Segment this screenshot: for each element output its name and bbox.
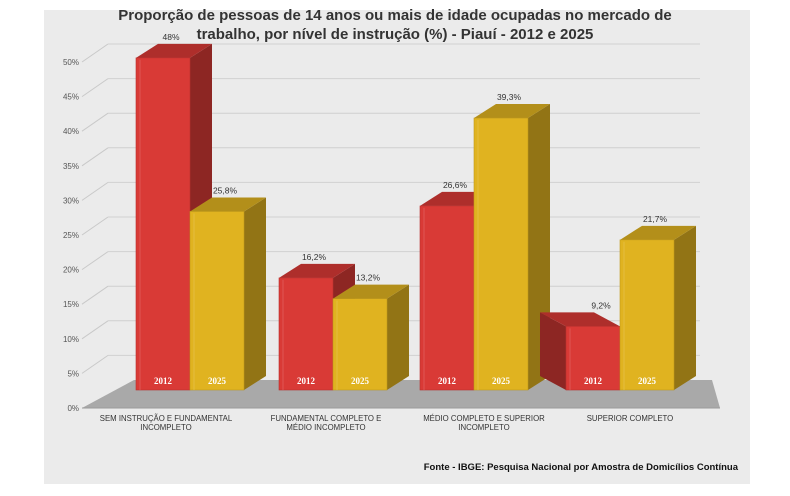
y-tick-label: 45% <box>63 93 79 102</box>
bar-side <box>674 225 696 390</box>
gridline-diag <box>81 285 109 305</box>
series-label: 2025 <box>351 376 370 386</box>
source-note: Fonte - IBGE: Pesquisa Nacional por Amos… <box>423 462 738 473</box>
y-tick-label: 30% <box>63 196 79 205</box>
series-label: 2025 <box>492 376 511 386</box>
bar-side <box>540 312 566 390</box>
chart-title-line-2: trabalho, por nível de instrução (%) - P… <box>196 26 594 43</box>
bar-side <box>387 284 409 390</box>
y-tick-label: 50% <box>63 58 79 67</box>
bar-2025 <box>332 298 388 391</box>
gridline-diag <box>81 78 109 98</box>
gridline-diag <box>81 354 109 374</box>
y-tick-label: 40% <box>63 127 79 136</box>
y-tick-label: 5% <box>67 369 79 378</box>
bar-2012 <box>278 277 334 391</box>
gridline-diag <box>81 43 109 63</box>
series-label: 2012 <box>154 376 173 386</box>
bar-top <box>279 263 355 278</box>
bar-2012 <box>135 57 191 391</box>
y-tick-label: 20% <box>63 266 79 275</box>
bar-2025 <box>619 239 675 391</box>
bar-top <box>190 197 266 212</box>
data-label: 16,2% <box>302 252 327 262</box>
category-label: SEM INSTRUÇÃO E FUNDAMENTAL <box>100 414 233 423</box>
y-tick-label: 15% <box>63 300 79 309</box>
data-label: 26,6% <box>443 180 468 190</box>
series-label: 2012 <box>297 376 316 386</box>
y-tick-label: 35% <box>63 162 79 171</box>
chart-title: Proporção de pessoas de 14 anos ou mais … <box>0 6 790 44</box>
gridline-diag <box>81 147 109 167</box>
gridline-diag <box>81 112 109 132</box>
category-label: MÉDIO COMPLETO E SUPERIOR <box>423 414 545 423</box>
bar-2012 <box>565 326 621 391</box>
category-label: INCOMPLETO <box>140 423 191 432</box>
series-label: 2025 <box>208 376 227 386</box>
chart-title-line-1: Proporção de pessoas de 14 anos ou mais … <box>118 7 672 24</box>
series-label: 2012 <box>584 376 603 386</box>
category-label: INCOMPLETO <box>458 423 509 432</box>
bar-side <box>244 197 266 390</box>
series-label: 2025 <box>638 376 657 386</box>
data-label: 9,2% <box>591 300 611 310</box>
gridline-diag <box>81 181 109 201</box>
bar-2025 <box>189 211 245 391</box>
data-label: 48% <box>162 32 179 42</box>
data-label: 39,3% <box>497 92 522 102</box>
y-tick-label: 25% <box>63 231 79 240</box>
bar-2025 <box>473 117 529 391</box>
category-label: SUPERIOR COMPLETO <box>587 414 674 423</box>
gridline-diag <box>81 216 109 236</box>
bar-top <box>620 225 696 240</box>
bar-top <box>540 312 620 327</box>
y-tick-label: 0% <box>67 404 79 413</box>
data-label: 21,7% <box>643 214 668 224</box>
series-label: 2012 <box>438 376 457 386</box>
data-label: 13,2% <box>356 273 381 283</box>
bar-top <box>474 104 550 119</box>
bar-2012 <box>419 205 475 391</box>
category-label: MÉDIO INCOMPLETO <box>286 423 365 432</box>
y-tick-label: 10% <box>63 335 79 344</box>
data-label: 25,8% <box>213 185 238 195</box>
bar-top <box>136 43 212 58</box>
gridline-diag <box>81 251 109 271</box>
bar-top <box>333 284 409 299</box>
gridline-diag <box>81 320 109 340</box>
category-label: FUNDAMENTAL COMPLETO E <box>271 414 382 423</box>
